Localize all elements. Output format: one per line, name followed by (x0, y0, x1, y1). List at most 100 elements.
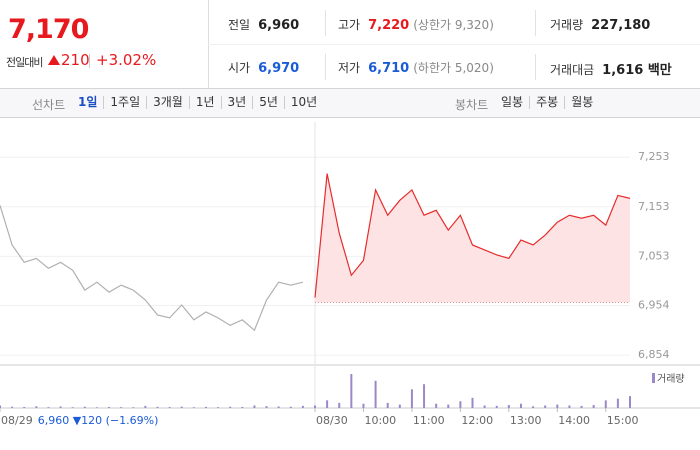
separator (325, 10, 326, 36)
volume-bar (11, 406, 14, 408)
y-tick-label: 6,854 (638, 348, 670, 361)
volume-bar (95, 407, 98, 408)
volume-bar (362, 403, 365, 408)
volume-bar (0, 405, 1, 408)
stat-note: (상한가 9,320) (413, 18, 494, 32)
legend-label: 거래량 (657, 373, 685, 385)
volume-bar (604, 400, 607, 408)
volume-bar (23, 406, 26, 408)
stat-label: 거래대금 (550, 63, 595, 77)
change-rate: +3.02% (96, 51, 157, 69)
tab-bar: 선차트 1일 1주일 3개월 1년 3년 5년 10년 봉차트 일봉 주봉 월봉 (0, 88, 700, 118)
volume-bar (471, 397, 474, 408)
change-label: 전일대비 (6, 56, 43, 69)
volume-bar (495, 405, 498, 408)
volume-bar (398, 404, 401, 408)
stat-label: 거래량 (550, 18, 584, 32)
stat-label: 전일 (228, 18, 251, 32)
price-box: 7,170 전일대비 210 +3.02% (0, 0, 209, 88)
volume-bar (507, 405, 510, 408)
volume-bar (229, 406, 232, 408)
stat: 전일 6,960 (228, 16, 299, 33)
stat-label: 고가 (338, 18, 361, 32)
separator (325, 54, 326, 80)
current-price: 7,170 (8, 14, 89, 45)
volume-bar (265, 406, 268, 408)
price-line (314, 173, 631, 298)
y-tick-label: 7,053 (638, 249, 670, 262)
stat: 거래량 227,180 (550, 16, 650, 33)
volume-bar (435, 403, 438, 408)
volume-bar (120, 407, 123, 408)
tab[interactable]: 3개월 (146, 96, 189, 109)
x-tick-label: 08/29 (1, 414, 33, 427)
y-tick-label: 7,153 (638, 200, 670, 213)
tab[interactable]: 1년 (188, 96, 221, 109)
volume-bar (47, 407, 50, 408)
stat-label: 저가 (338, 61, 361, 75)
volume-bar (314, 405, 316, 408)
volume-bar (410, 389, 413, 408)
volume-bar (544, 405, 547, 408)
separator (535, 10, 536, 36)
volume-bar (326, 400, 329, 408)
volume-bar (629, 396, 631, 408)
tab[interactable]: 1주일 (103, 96, 146, 109)
legend-swatch (652, 373, 655, 383)
x-tick-label: 08/30 (316, 414, 348, 427)
volume-bar (301, 405, 304, 408)
stat-value: 6,970 (258, 61, 300, 76)
tab[interactable]: 5년 (252, 96, 284, 109)
x-tick-label: 15:00 (607, 414, 639, 427)
volume-bar (108, 406, 111, 408)
volume-bar (277, 406, 280, 408)
x-tick-label: 11:00 (413, 414, 445, 427)
tab[interactable]: 3년 (220, 96, 253, 109)
y-tick-label: 6,954 (638, 298, 670, 311)
stat: 저가 6,710 (하한가 5,020) (338, 59, 494, 76)
up-icon (48, 55, 60, 65)
tab-list: 일봉 주봉 월봉 (495, 96, 599, 109)
volume-bar (483, 405, 486, 408)
x-tick-label: 14:00 (558, 414, 590, 427)
volume-bar (83, 406, 86, 408)
tab[interactable]: 1일 (78, 95, 98, 109)
volume-bar (447, 404, 450, 408)
stat: 시가 6,970 (228, 59, 299, 76)
change: 210 (61, 51, 90, 69)
x-tick-label: 10:00 (364, 414, 396, 427)
volume-bar (204, 406, 207, 408)
stat-note: (하한가 5,020) (413, 61, 494, 75)
volume-bar (144, 405, 147, 408)
volume-bar (459, 401, 462, 408)
x-tick-label: 12:00 (461, 414, 493, 427)
volume-bar (580, 405, 583, 408)
volume-bar (350, 374, 353, 408)
volume-bar (71, 407, 74, 408)
volume-bar (192, 407, 195, 408)
stat: 거래대금 1,616 백만 (550, 59, 672, 78)
volume-bar (568, 405, 571, 408)
tab[interactable]: 일봉 (501, 95, 524, 109)
volume-bar (423, 384, 426, 408)
volume-bar (556, 404, 559, 408)
volume-bar (168, 407, 171, 408)
stat-value: 6,960 (258, 18, 300, 33)
prev-close-info: 6,960 ▼120 (−1.69%) (38, 414, 159, 427)
volume-bar (338, 402, 341, 408)
area (315, 173, 630, 303)
x-tick-label: 13:00 (510, 414, 542, 427)
tab[interactable]: 10년 (283, 96, 323, 109)
volume-bar (132, 407, 135, 408)
stat-value: 227,180 (591, 18, 651, 33)
chart: 7,253 7,153 7,053 6,954 6,854 08/29 08/30 10:00… (0, 122, 700, 427)
tab[interactable]: 주봉 (529, 96, 564, 109)
stat: 고가 7,220 (상한가 9,320) (338, 16, 494, 33)
tab-heading: 선차트 (32, 98, 66, 112)
volume-bar (592, 405, 595, 408)
tab[interactable]: 월봉 (564, 96, 599, 109)
stat-value: 1,616 백만 (602, 63, 672, 78)
stat-value: 6,710 (368, 61, 410, 76)
volume-bar (519, 403, 522, 408)
